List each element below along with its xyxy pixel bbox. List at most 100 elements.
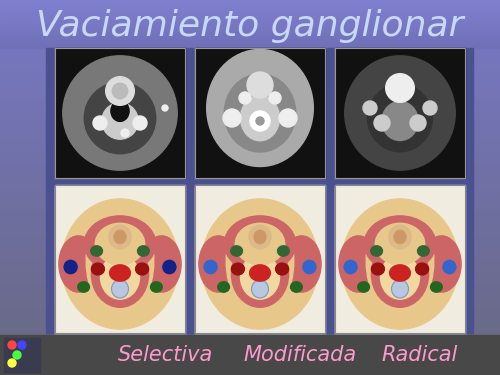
Bar xyxy=(0,139,500,142)
Bar xyxy=(0,41,500,45)
Bar xyxy=(0,38,500,39)
Bar xyxy=(0,292,500,296)
Bar xyxy=(0,169,500,172)
Bar xyxy=(0,221,500,225)
Bar xyxy=(335,185,465,333)
Ellipse shape xyxy=(416,263,428,275)
Bar xyxy=(0,12,500,13)
Ellipse shape xyxy=(92,241,148,307)
Bar xyxy=(0,315,500,319)
Bar xyxy=(0,0,500,1)
Bar xyxy=(195,185,325,333)
Bar xyxy=(326,48,333,333)
Ellipse shape xyxy=(368,84,432,152)
Bar xyxy=(0,18,500,19)
Bar xyxy=(0,172,500,176)
Ellipse shape xyxy=(386,74,414,102)
Bar xyxy=(0,22,500,26)
Bar xyxy=(0,23,500,24)
Bar xyxy=(55,185,185,333)
Bar xyxy=(195,48,325,178)
Bar xyxy=(0,349,500,352)
Bar xyxy=(335,48,465,178)
Bar xyxy=(0,154,500,158)
Ellipse shape xyxy=(62,199,178,329)
Circle shape xyxy=(423,101,437,115)
Bar xyxy=(0,364,500,368)
Bar xyxy=(0,26,500,27)
Bar xyxy=(0,285,500,289)
Bar xyxy=(0,8,500,11)
Bar xyxy=(0,101,500,105)
Bar xyxy=(0,9,500,10)
Bar xyxy=(0,199,500,202)
Bar xyxy=(0,262,500,266)
Ellipse shape xyxy=(224,216,296,272)
Circle shape xyxy=(250,111,270,131)
Ellipse shape xyxy=(358,282,370,292)
Bar xyxy=(0,206,500,210)
Bar xyxy=(0,217,500,221)
Bar xyxy=(0,180,500,184)
Bar xyxy=(0,105,500,109)
Bar xyxy=(0,34,500,35)
Bar xyxy=(0,120,500,124)
Bar xyxy=(0,356,500,360)
Ellipse shape xyxy=(276,263,288,275)
Bar xyxy=(0,17,500,18)
Ellipse shape xyxy=(110,265,130,281)
Bar xyxy=(0,19,500,20)
Circle shape xyxy=(363,101,377,115)
Bar xyxy=(0,56,500,60)
Bar xyxy=(0,60,500,64)
Bar xyxy=(0,251,500,255)
Bar xyxy=(0,304,500,307)
Bar xyxy=(0,21,500,22)
Bar xyxy=(0,244,500,248)
Circle shape xyxy=(269,92,281,104)
Bar xyxy=(55,185,185,333)
Ellipse shape xyxy=(218,282,230,292)
Bar xyxy=(0,47,500,48)
Bar xyxy=(0,131,500,135)
Bar xyxy=(0,165,500,169)
Ellipse shape xyxy=(84,216,156,272)
Bar xyxy=(0,90,500,94)
Bar xyxy=(0,79,500,82)
Bar xyxy=(0,15,500,19)
Bar xyxy=(0,6,500,7)
Bar xyxy=(0,4,500,5)
Bar xyxy=(0,26,500,30)
Bar xyxy=(0,38,500,41)
Ellipse shape xyxy=(392,280,408,298)
Ellipse shape xyxy=(106,77,134,105)
Bar xyxy=(0,184,500,188)
Bar xyxy=(195,185,325,333)
Ellipse shape xyxy=(92,263,104,275)
Bar xyxy=(0,188,500,191)
Bar xyxy=(0,255,500,259)
Ellipse shape xyxy=(376,223,424,265)
Ellipse shape xyxy=(372,263,384,275)
Bar xyxy=(0,345,500,349)
Bar xyxy=(0,300,500,304)
Bar xyxy=(0,43,500,44)
Ellipse shape xyxy=(86,206,154,316)
Circle shape xyxy=(279,109,297,127)
Ellipse shape xyxy=(150,282,162,292)
Ellipse shape xyxy=(224,74,296,152)
Ellipse shape xyxy=(199,236,238,292)
Ellipse shape xyxy=(344,260,357,274)
Bar xyxy=(0,44,500,45)
Circle shape xyxy=(8,341,16,349)
Text: Selectiva: Selectiva xyxy=(118,345,212,365)
Bar xyxy=(0,27,500,28)
Bar xyxy=(0,326,500,330)
Ellipse shape xyxy=(254,230,266,244)
Bar xyxy=(0,289,500,292)
Bar xyxy=(0,195,500,199)
Ellipse shape xyxy=(418,246,429,256)
Ellipse shape xyxy=(282,236,321,292)
Ellipse shape xyxy=(380,255,420,299)
Bar xyxy=(0,35,500,36)
